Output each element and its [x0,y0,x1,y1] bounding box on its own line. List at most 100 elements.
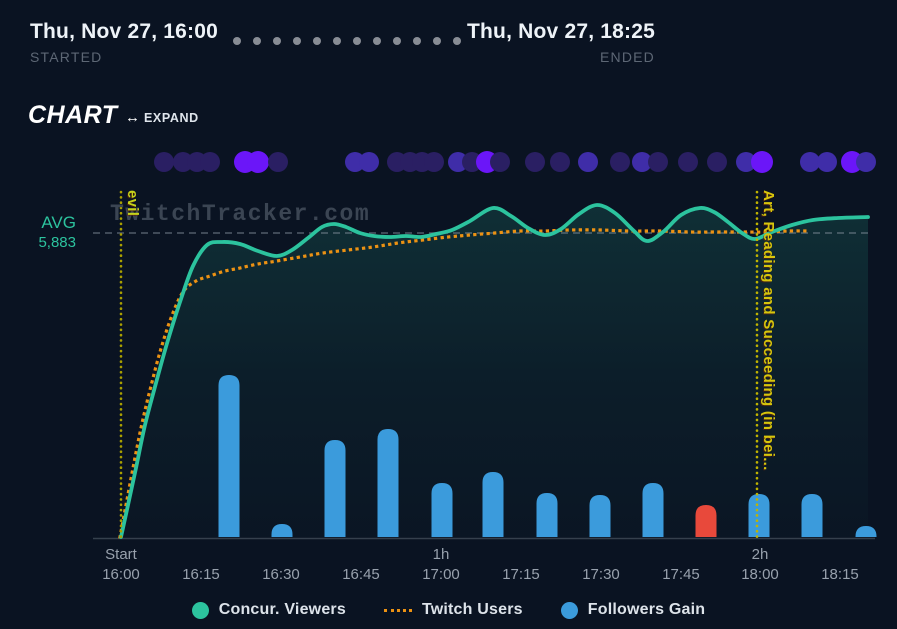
legend-swatch-icon [383,608,412,612]
expand-arrows-icon: ↔ [125,109,140,126]
legend-label: Followers Gain [587,601,706,618]
x-tick-hour-label [636,545,726,565]
legend-swatch-icon [560,601,578,619]
stream-marker-dot [678,152,698,172]
stream-marker-dot [247,151,269,173]
event-label: Art, Reading and Succeeding (in bei... [760,190,777,471]
watermark: TwitchTracker.com [110,201,371,227]
stream-marker-dot [359,152,379,172]
section-title: CHART [28,101,118,129]
stream-marker-dot [200,152,220,172]
followers-gain-bar [324,440,346,537]
x-tick-time-label: 18:00 [741,566,779,583]
x-tick-time-label: 18:15 [821,566,859,583]
stream-marker-dot [490,152,510,172]
followers-gain-bar [377,429,399,537]
duration-dots [233,37,473,45]
x-tick-time-label: 17:15 [502,566,540,583]
x-tick-hour-label [236,545,326,565]
stream-marker-dot [154,152,174,172]
x-tick-17:30: 17:30 [556,545,646,585]
x-tick-time-label: 16:30 [262,566,300,583]
x-tick-16:30: 16:30 [236,545,326,585]
duration-dot [293,37,301,45]
duration-dot [333,37,341,45]
stream-marker-dot [648,152,668,172]
expand-button[interactable]: ↔ EXPAND [125,110,199,125]
duration-dot [273,37,281,45]
stream-marker-dot [578,152,598,172]
stream-marker-dot [550,152,570,172]
stream-marker-dot [707,152,727,172]
stream-marker-dot [751,151,773,173]
legend-label: Concur. Viewers [218,601,346,618]
started-date: Thu, Nov 27, 16:00 [30,20,218,43]
duration-dot [413,37,421,45]
legend-swatch-icon [191,601,209,619]
x-tick-hour-label [795,545,885,565]
x-tick-hour-label [316,545,406,565]
legend-item-concur-viewers[interactable]: Concur. Viewers [191,601,346,619]
x-tick-time-label: 17:30 [582,566,620,583]
duration-dot [353,37,361,45]
avg-value: 5,883 [38,234,76,251]
duration-dot [233,37,241,45]
x-tick-hour-label: 2h [751,546,769,563]
stream-marker-dot [424,152,444,172]
started-label: STARTED [30,49,103,65]
stream-started-block: Thu, Nov 27, 16:00 STARTED [30,20,218,65]
x-tick-16:45: 16:45 [316,545,406,585]
stream-marker-dot [610,152,630,172]
x-tick-18:00: 2h 18:00 [715,545,805,585]
x-tick-16:15: 16:15 [156,545,246,585]
followers-gain-bar [695,505,717,537]
followers-gain-bar [431,483,453,537]
followers-gain-bar [748,494,770,537]
followers-gain-bar [536,493,558,537]
x-tick-time-label: 17:00 [422,566,460,583]
x-tick-hour-label: 1h [432,546,450,563]
stream-marker-dot [632,152,652,172]
expand-button-label: EXPAND [144,110,199,125]
x-tick-17:00: 1h 17:00 [396,545,486,585]
stream-marker-dot [800,152,820,172]
duration-dot [253,37,261,45]
followers-gain-bar [801,494,823,537]
duration-dot [373,37,381,45]
x-tick-hour-label [556,545,646,565]
duration-dot [433,37,441,45]
stream-ended-block: Thu, Nov 27, 18:25 ENDED [467,20,655,65]
avg-label: AVG [41,213,76,232]
legend-item-twitch-users[interactable]: Twitch Users [383,601,523,619]
followers-gain-bar [589,495,611,537]
ended-date: Thu, Nov 27, 18:25 [467,20,655,43]
duration-dot [453,37,461,45]
followers-gain-bar [642,483,664,537]
legend-label: Twitch Users [421,601,523,618]
x-tick-hour-label [476,545,566,565]
x-tick-16:00: Start 16:00 [76,545,166,585]
followers-gain-bar [271,524,293,537]
x-tick-time-label: 16:15 [182,566,220,583]
viewers-area-fill [121,204,868,537]
legend-item-followers-gain[interactable]: Followers Gain [560,601,706,619]
x-tick-17:15: 17:15 [476,545,566,585]
followers-gain-bar [855,526,877,537]
concurrent-viewers-line [119,203,870,539]
avg-annotation: AVG 5,883 [14,213,76,252]
stream-marker-dot [525,152,545,172]
x-tick-hour-label [156,545,246,565]
x-tick-time-label: 16:45 [342,566,380,583]
x-tick-time-label: 16:00 [102,566,140,583]
duration-dot [393,37,401,45]
stream-marker-dot [856,152,876,172]
x-tick-time-label: 17:45 [662,566,700,583]
duration-dot [313,37,321,45]
stream-marker-dot [817,152,837,172]
followers-gain-bar [218,375,240,537]
x-tick-17:45: 17:45 [636,545,726,585]
chart-legend: Concur. Viewers Twitch Users Followers Gai… [0,601,897,619]
event-label: evil [124,190,141,217]
